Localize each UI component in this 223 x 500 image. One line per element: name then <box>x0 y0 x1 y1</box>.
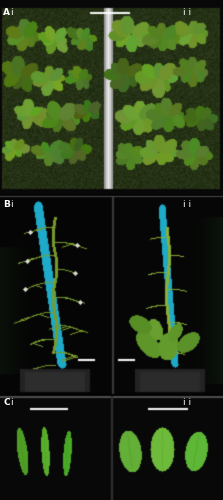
Text: i: i <box>10 200 13 209</box>
Text: i i: i i <box>183 200 191 209</box>
Text: A: A <box>3 8 10 17</box>
Text: C: C <box>3 398 10 407</box>
Text: i: i <box>10 8 13 17</box>
Text: i: i <box>10 398 13 407</box>
Text: i i: i i <box>183 398 191 407</box>
Text: i i: i i <box>183 8 191 17</box>
Text: B: B <box>3 200 10 209</box>
